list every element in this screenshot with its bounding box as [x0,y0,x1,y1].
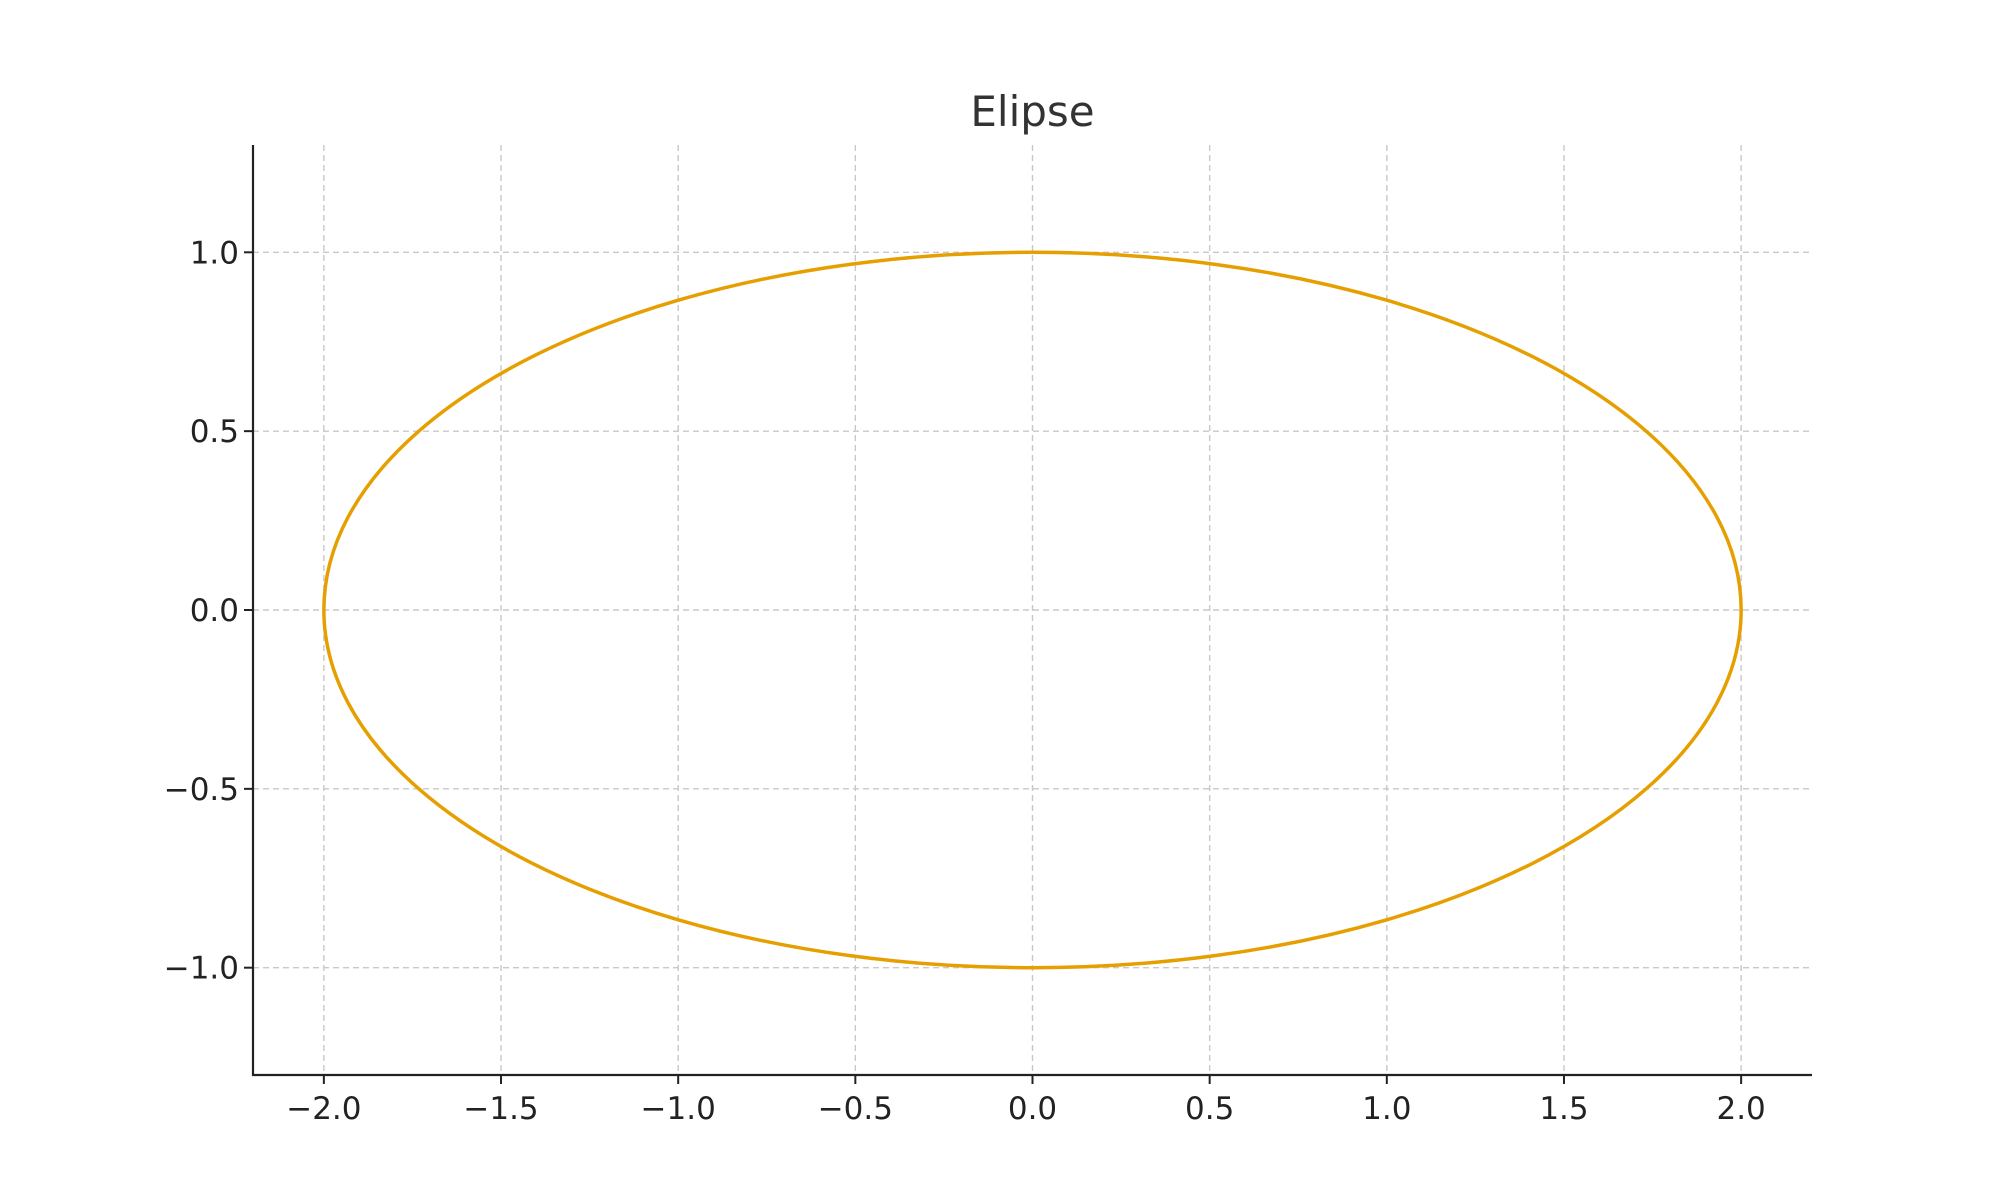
y-tick-label: −0.5 [164,772,239,808]
x-tick-label: 1.0 [1362,1091,1411,1127]
y-tick-label: 0.0 [190,593,239,629]
x-tick-label: −1.0 [641,1091,716,1127]
x-tick-label: −0.5 [818,1091,893,1127]
grid [253,145,1812,1075]
x-tick-label: 0.0 [1008,1091,1057,1127]
series-layer [322,250,1743,970]
ticks: −2.0 −1.5 −1.0 −0.5 0.0 0.5 1.0 1.5 2.0 −1.0 −0.5 0… [164,235,1766,1127]
chart-title: Elipse [970,87,1094,136]
x-tick-label: 1.5 [1539,1091,1588,1127]
x-tick-label: −2.0 [286,1091,361,1127]
x-tick-label: −1.5 [463,1091,538,1127]
y-tick-label: −1.0 [164,951,239,987]
x-tick-label: 0.5 [1185,1091,1234,1127]
x-tick-label: 2.0 [1716,1091,1765,1127]
ellipse-line [322,250,1743,970]
y-tick-label: 0.5 [190,414,239,450]
y-tick-label: 1.0 [190,235,239,271]
